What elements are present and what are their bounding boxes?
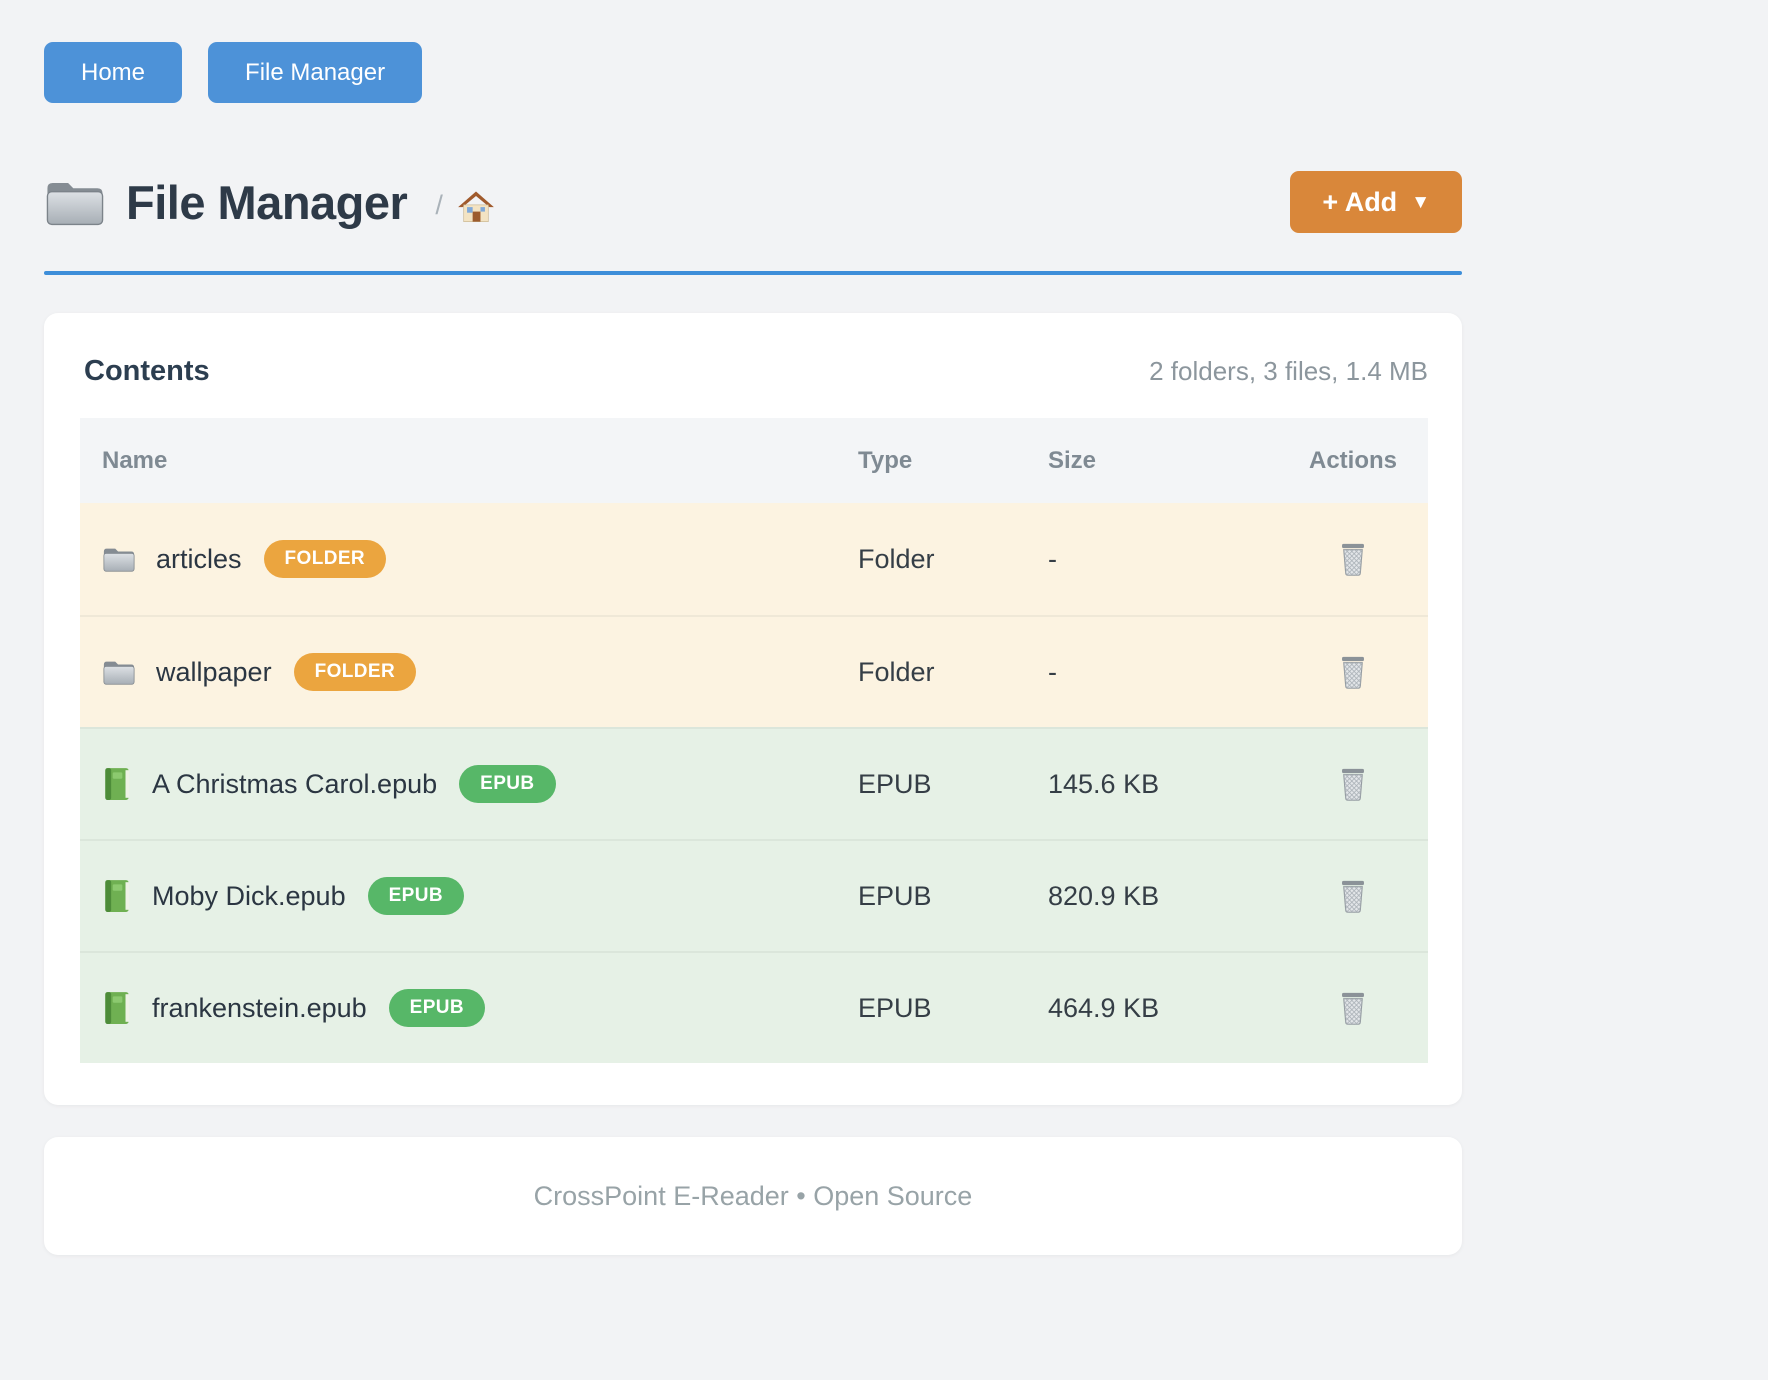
file-type: EPUB [858, 768, 932, 799]
file-size: - [1048, 543, 1057, 574]
contents-card-header: Contents 2 folders, 3 files, 1.4 MB [80, 355, 1428, 388]
epub-badge: EPUB [388, 989, 486, 1027]
nav-home-button[interactable]: Home [44, 42, 183, 103]
file-size: 145.6 KB [1048, 768, 1160, 799]
table-row: A Christmas Carol.epub EPUB EPUB 145.6 K… [80, 727, 1428, 839]
book-icon [102, 879, 132, 913]
file-name: articles [156, 543, 242, 574]
table-header-row: Name Type Size Actions [80, 418, 1428, 503]
file-name: wallpaper [156, 656, 272, 687]
epub-badge: EPUB [367, 877, 464, 915]
file-link[interactable]: wallpaper FOLDER [80, 653, 858, 691]
delete-button[interactable] [1334, 763, 1372, 806]
file-size: - [1048, 656, 1057, 687]
contents-card: Contents 2 folders, 3 files, 1.4 MB Name… [44, 313, 1462, 1105]
contents-summary: 2 folders, 3 files, 1.4 MB [1149, 356, 1428, 386]
file-name: Moby Dick.epub [152, 880, 346, 911]
folder-badge: FOLDER [263, 540, 387, 578]
chevron-down-icon: ▼ [1411, 192, 1430, 213]
file-size: 464.9 KB [1048, 992, 1160, 1023]
folder-icon [44, 175, 106, 229]
file-link[interactable]: Moby Dick.epub EPUB [80, 877, 858, 915]
book-icon [102, 767, 132, 801]
trash-icon [1338, 542, 1368, 577]
file-link[interactable]: A Christmas Carol.epub EPUB [80, 765, 858, 803]
folder-badge: FOLDER [293, 653, 417, 691]
file-link[interactable]: frankenstein.epub EPUB [80, 989, 858, 1027]
page-container: Home File Manager File Manager / + Add ▼… [44, 0, 1462, 1255]
table-row: frankenstein.epub EPUB EPUB 464.9 KB [80, 951, 1428, 1063]
footer: CrossPoint E-Reader • Open Source [44, 1137, 1462, 1255]
footer-text: CrossPoint E-Reader • Open Source [533, 1180, 973, 1211]
title-divider [44, 271, 1462, 275]
epub-badge: EPUB [459, 765, 556, 803]
contents-heading: Contents [84, 355, 210, 387]
file-type: Folder [858, 656, 935, 687]
column-header-actions: Actions [1308, 446, 1397, 474]
table-row: Moby Dick.epub EPUB EPUB 820.9 KB [80, 839, 1428, 951]
delete-button[interactable] [1334, 651, 1372, 694]
home-icon[interactable] [457, 188, 495, 224]
column-header-size: Size [1048, 446, 1097, 474]
column-header-type: Type [858, 446, 913, 474]
delete-button[interactable] [1334, 538, 1372, 581]
file-table: Name Type Size Actions articles FOLDER F… [80, 418, 1428, 1063]
trash-icon [1338, 767, 1368, 802]
file-name: A Christmas Carol.epub [152, 768, 438, 799]
add-button[interactable]: + Add ▼ [1290, 171, 1462, 233]
top-nav: Home File Manager [44, 42, 1462, 103]
folder-icon [102, 657, 136, 687]
file-type: EPUB [858, 880, 932, 911]
page-header: File Manager / + Add ▼ [44, 171, 1462, 233]
add-button-label: + Add [1322, 186, 1398, 217]
file-link[interactable]: articles FOLDER [80, 540, 858, 578]
nav-file-manager-button[interactable]: File Manager [208, 42, 423, 103]
table-row: wallpaper FOLDER Folder - [80, 615, 1428, 727]
book-icon [102, 991, 132, 1025]
delete-button[interactable] [1334, 875, 1372, 918]
file-type: Folder [858, 543, 935, 574]
delete-button[interactable] [1334, 987, 1372, 1030]
file-size: 820.9 KB [1048, 880, 1160, 911]
trash-icon [1338, 991, 1368, 1026]
title-group: File Manager / [44, 175, 495, 230]
file-type: EPUB [858, 992, 932, 1023]
folder-icon [102, 544, 136, 574]
trash-icon [1338, 655, 1368, 690]
column-header-name: Name [102, 446, 168, 474]
file-name: frankenstein.epub [152, 992, 367, 1023]
page-title: File Manager [126, 175, 408, 229]
breadcrumb-separator: / [435, 189, 443, 220]
table-row: articles FOLDER Folder - [80, 503, 1428, 615]
trash-icon [1338, 879, 1368, 914]
